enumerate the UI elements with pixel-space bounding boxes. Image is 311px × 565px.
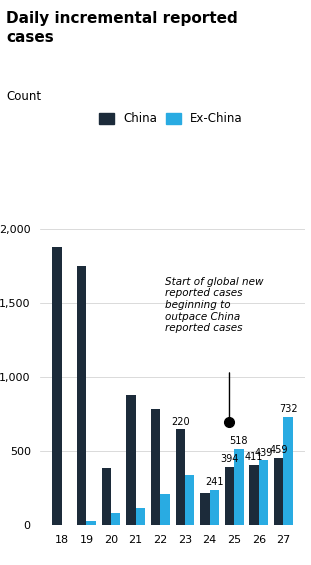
Text: 518: 518 xyxy=(230,436,248,446)
Bar xyxy=(160,494,169,525)
Text: 411: 411 xyxy=(245,452,263,462)
Bar xyxy=(151,408,160,525)
Bar xyxy=(185,475,194,525)
Bar xyxy=(86,521,96,525)
Text: 732: 732 xyxy=(279,405,297,415)
Bar xyxy=(225,467,234,525)
Bar xyxy=(234,449,244,525)
Legend: China, Ex-China: China, Ex-China xyxy=(95,107,247,130)
Bar xyxy=(259,460,268,525)
Bar xyxy=(77,267,86,525)
Bar xyxy=(176,429,185,525)
Text: Start of global new
reported cases
beginning to
outpace China
reported cases: Start of global new reported cases begin… xyxy=(165,277,264,333)
Text: 241: 241 xyxy=(205,477,224,487)
Text: Daily incremental reported
cases: Daily incremental reported cases xyxy=(6,11,238,45)
Text: 220: 220 xyxy=(171,416,189,427)
Bar xyxy=(200,493,210,525)
Bar xyxy=(102,468,111,525)
Text: Count: Count xyxy=(6,90,41,103)
Bar xyxy=(274,458,283,525)
Bar xyxy=(249,464,259,525)
Text: 439: 439 xyxy=(254,448,273,458)
Bar xyxy=(53,247,62,525)
Bar xyxy=(283,417,293,525)
Bar xyxy=(136,508,145,525)
Bar xyxy=(111,513,120,525)
Bar xyxy=(126,396,136,525)
Bar xyxy=(210,490,219,525)
Text: 459: 459 xyxy=(269,445,288,455)
Text: 394: 394 xyxy=(220,454,239,464)
